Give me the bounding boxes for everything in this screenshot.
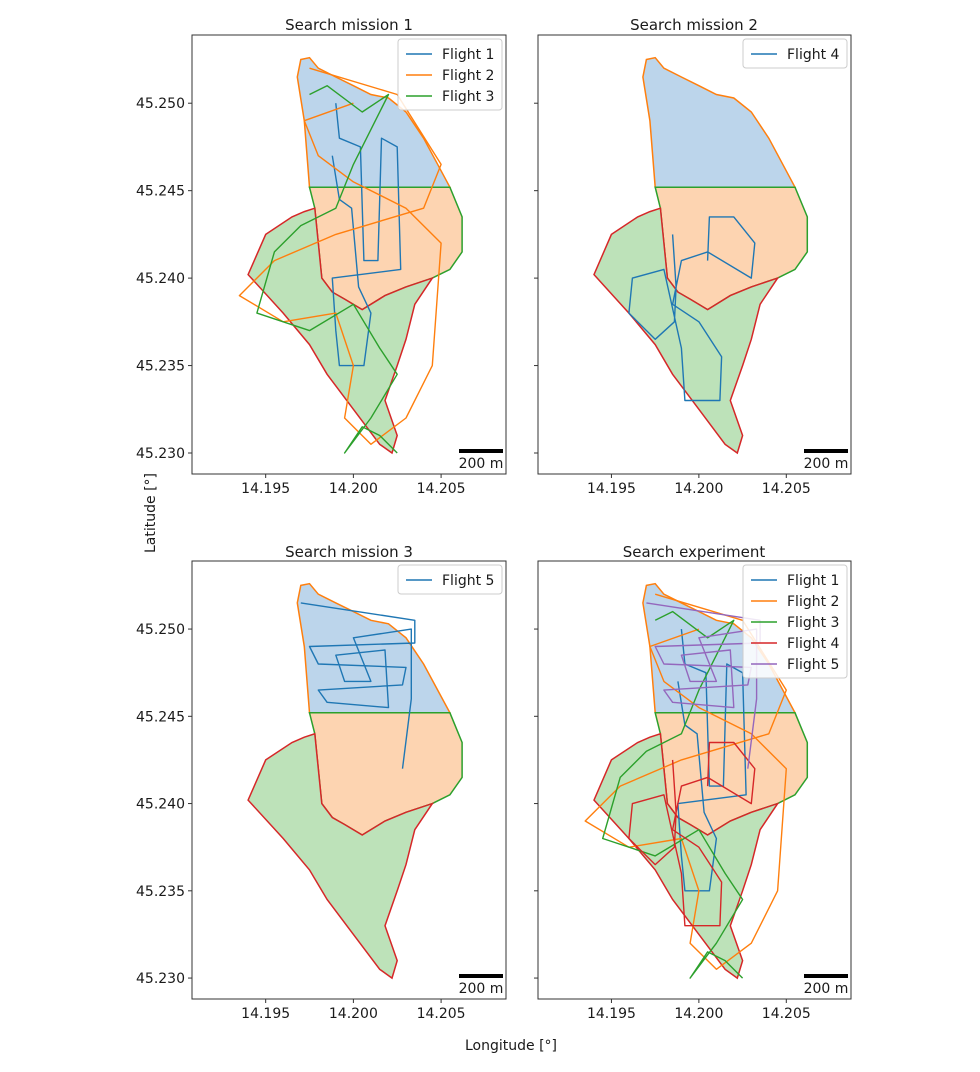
legend-label: Flight 1 (442, 47, 494, 63)
legend-label: Flight 2 (442, 68, 494, 84)
panel-search-mission-1: Search mission 1 14.195 14.200 14.205 45.23… (136, 16, 507, 497)
legend-label: Flight 3 (442, 89, 494, 105)
flight-track-flight-3 (256, 84, 398, 454)
legend-box (742, 38, 848, 69)
axes-frame (191, 34, 507, 475)
scale-bar-label: 200 m (459, 981, 504, 997)
search-zone-north (296, 56, 452, 188)
y-axis-label: Latitude [°] (143, 473, 159, 553)
legend-box (397, 564, 503, 595)
legend-label: Flight 4 (787, 636, 840, 652)
y-tick-label: 45.245 (136, 709, 185, 725)
y-tick-label: 45.230 (136, 971, 185, 987)
panel-title: Search mission 2 (630, 16, 758, 34)
x-tick-label: 14.200 (674, 481, 723, 497)
scale-bar-label: 200 m (804, 981, 849, 997)
y-tick-label: 45.245 (136, 184, 185, 200)
panel-title: Search experiment (623, 543, 766, 561)
x-tick-label: 14.205 (417, 481, 466, 497)
flight-track-flight-2 (238, 67, 442, 445)
panel-search-experiment: Search experiment 14.195 14.200 14.205 Flig… (534, 543, 852, 1022)
x-tick-label: 14.205 (417, 1006, 466, 1022)
x-tick-label: 14.200 (329, 481, 378, 497)
flight-track-flight-4 (628, 216, 756, 402)
x-tick-label: 14.195 (587, 481, 636, 497)
legend-label: Flight 4 (787, 47, 840, 63)
x-tick-label: 14.205 (762, 1006, 811, 1022)
scale-bar (459, 449, 503, 453)
legend-label: Flight 5 (787, 657, 839, 673)
panel-search-mission-2: Search mission 2 14.195 14.200 14.205 Fligh… (534, 16, 852, 497)
legend-label: Flight 2 (787, 594, 839, 610)
y-tick-label: 45.240 (136, 271, 185, 287)
x-axis-label: Longitude [°] (465, 1038, 557, 1054)
legend-box (397, 38, 503, 111)
y-tick-label: 45.250 (136, 622, 185, 638)
axes-frame (537, 34, 852, 475)
scale-bar-label: 200 m (459, 456, 504, 472)
axes-frame (537, 560, 852, 1000)
legend-label: Flight 5 (442, 573, 494, 589)
flight-track-flight-2 (584, 593, 787, 970)
legend-label: Flight 3 (787, 615, 839, 631)
flight-track-flight-4 (628, 741, 756, 927)
x-tick-label: 14.200 (674, 1006, 723, 1022)
y-tick-label: 45.235 (136, 884, 185, 900)
flight-track-flight-5 (300, 602, 416, 769)
y-tick-label: 45.230 (136, 446, 185, 462)
search-zone-north (642, 56, 797, 188)
panel-search-mission-3: Search mission 3 14.195 14.200 14.205 45.23… (136, 543, 507, 1022)
y-tick-label: 45.235 (136, 359, 185, 375)
search-zone-south (247, 732, 435, 980)
panel-title: Search mission 3 (285, 543, 413, 561)
scale-bar (804, 974, 848, 978)
legend-box (742, 564, 848, 679)
axes-frame (191, 560, 507, 1000)
scale-bar (804, 449, 848, 453)
x-tick-label: 14.200 (329, 1006, 378, 1022)
x-tick-label: 14.195 (241, 481, 290, 497)
y-tick-label: 45.250 (136, 96, 185, 112)
y-tick-label: 45.240 (136, 797, 185, 813)
search-zone-south (593, 207, 780, 455)
x-tick-label: 14.195 (587, 1006, 636, 1022)
scale-bar (459, 974, 503, 978)
flight-track-flight-5 (646, 602, 761, 769)
x-tick-label: 14.205 (762, 481, 811, 497)
scale-bar-label: 200 m (804, 456, 849, 472)
flight-track-flight-3 (602, 610, 744, 979)
panel-title: Search mission 1 (285, 16, 413, 34)
flight-track-flight-1 (331, 103, 402, 367)
legend-label: Flight 1 (787, 573, 839, 589)
x-tick-label: 14.195 (241, 1006, 290, 1022)
